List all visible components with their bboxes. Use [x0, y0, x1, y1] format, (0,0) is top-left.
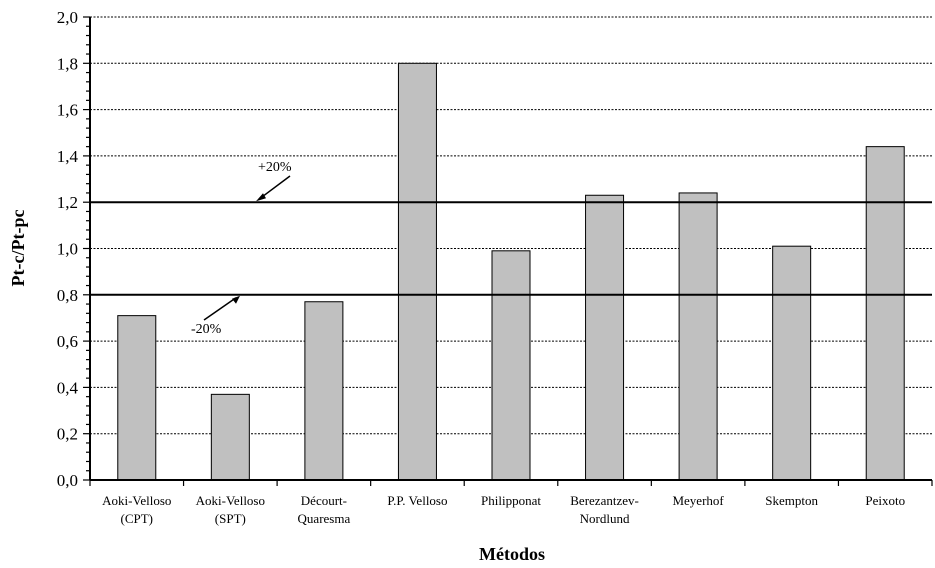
annotation-arrow: [203, 297, 237, 321]
y-tick-label: 0,0: [57, 471, 78, 490]
x-tick-label-line: Skempton: [765, 493, 818, 508]
y-tick-label: 0,4: [57, 378, 79, 397]
x-tick-label-line: Décourt-: [301, 493, 347, 508]
x-tick-label: Aoki-Velloso (CPT): [102, 493, 171, 526]
bar: [865, 146, 905, 481]
x-axis-title: Métodos: [479, 544, 545, 564]
x-tick-label: Berezantzev- Nordlund: [570, 493, 639, 526]
y-tick-label: 2,0: [57, 8, 78, 27]
x-tick-label-line: Quaresma: [298, 511, 351, 526]
bar: [210, 393, 250, 481]
axes: [83, 16, 933, 486]
bars: [117, 62, 905, 481]
x-tick-label: P.P. Velloso: [387, 493, 447, 508]
x-tick-label: Décourt- Quaresma: [298, 493, 351, 526]
y-tick-label: 1,8: [57, 54, 78, 73]
bar: [397, 62, 437, 481]
y-tick-label: 1,6: [57, 101, 78, 120]
arrowhead: [232, 295, 240, 304]
x-tick-label-line: Aoki-Velloso: [196, 493, 265, 508]
y-tick-label: 0,2: [57, 425, 78, 444]
x-tick-label-line: P.P. Velloso: [387, 493, 447, 508]
x-tick-label: Peixoto: [865, 493, 905, 508]
x-tick-label-line: Philipponat: [481, 493, 541, 508]
bar: [117, 315, 157, 481]
x-tick-label: Philipponat: [481, 493, 541, 508]
reference-lines: +20% -20%: [90, 160, 932, 337]
annotation-minus-20: -20%: [191, 322, 222, 337]
y-tick-label: 1,4: [57, 147, 79, 166]
y-tick-label: 0,6: [57, 332, 78, 351]
y-axis-title: Pt-c/Pt-pc: [8, 210, 28, 287]
x-tick-label-line: Berezantzev-: [570, 493, 639, 508]
annotation-plus-20: +20%: [258, 160, 292, 175]
x-tick-label: Aoki-Velloso (SPT): [196, 493, 265, 526]
x-tick-label: Skempton: [765, 493, 818, 508]
y-tick-label: 0,8: [57, 286, 78, 305]
bar: [491, 250, 531, 481]
bar: [678, 192, 718, 481]
x-tick-label-line: (CPT): [121, 511, 154, 526]
y-tick-label: 1,0: [57, 240, 78, 259]
arrowhead: [256, 193, 266, 202]
bar: [304, 301, 344, 481]
bar: [772, 245, 812, 481]
x-category-labels: Aoki-Velloso (CPT) Aoki-Velloso (SPT) Décour…: [102, 493, 905, 526]
bar: [585, 194, 625, 481]
x-tick-label-line: Peixoto: [865, 493, 905, 508]
x-tick-label: Meyerhof: [672, 493, 724, 508]
y-tick-labels: 0,0 0,2 0,4 0,6 0,8 1,0 1,2 1,4 1,6 1,8 2,0: [57, 8, 79, 490]
x-tick-label-line: Aoki-Velloso: [102, 493, 171, 508]
x-tick-label-line: Meyerhof: [672, 493, 724, 508]
x-tick-label-line: (SPT): [215, 511, 246, 526]
x-tick-label-line: Nordlund: [580, 511, 630, 526]
y-tick-label: 1,2: [57, 193, 78, 212]
